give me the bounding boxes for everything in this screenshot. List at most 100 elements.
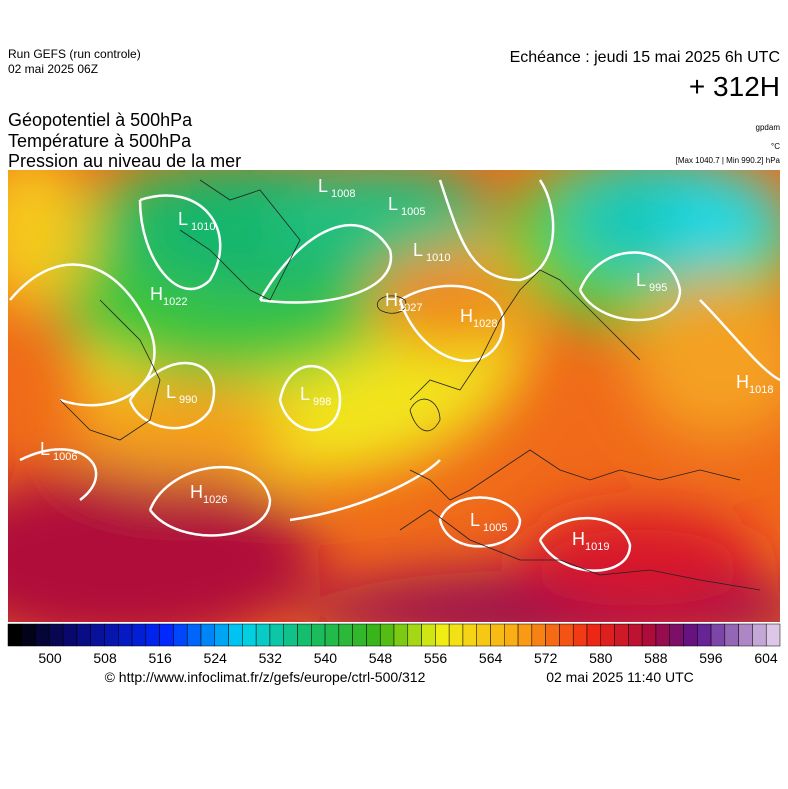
colorbar-swatch — [104, 623, 119, 647]
colorbar-swatch — [338, 623, 353, 647]
colorbar-swatch — [586, 623, 602, 647]
colorbar-tick-label: 572 — [534, 650, 558, 666]
colorbar-swatch — [683, 623, 698, 647]
colorbar-swatch — [531, 623, 546, 647]
colorbar-tick-label: 516 — [148, 650, 172, 666]
center-type: L — [300, 384, 310, 404]
colorbar-swatch — [214, 623, 229, 647]
center-type: L — [413, 240, 423, 260]
colorbar-swatch — [311, 623, 326, 647]
center-type: L — [318, 176, 328, 196]
footer-date: 02 mai 2025 11:40 UTC — [546, 669, 694, 685]
center-value: 1008 — [331, 188, 355, 200]
center-type: H — [385, 290, 398, 310]
colorbar-swatch — [752, 623, 767, 647]
colorbar-swatch — [600, 623, 615, 647]
coastlines — [59, 179, 761, 591]
center-type: H — [460, 306, 473, 326]
colorbar-swatch — [697, 623, 712, 647]
colorbar-tick-label: 500 — [38, 650, 62, 666]
unit-2: °C — [771, 142, 780, 151]
center-value: 1005 — [401, 206, 425, 218]
colorbar-swatch — [283, 623, 298, 647]
colorbar-swatch — [62, 623, 78, 647]
colorbar-swatch — [628, 623, 643, 647]
colorbar-swatch — [366, 623, 381, 647]
colorbar-swatch — [297, 623, 312, 647]
colorbar-swatch — [379, 623, 395, 647]
colorbar-swatch — [21, 623, 36, 647]
echeance: Echéance : jeudi 15 mai 2025 6h UTC — [510, 49, 780, 66]
colorbar-swatch — [269, 623, 284, 647]
footer-url: © http://www.infoclimat.fr/z/gefs/europe… — [105, 669, 426, 685]
center-type: L — [166, 382, 176, 402]
colorbar-tick-label: 596 — [699, 650, 723, 666]
center-type: H — [736, 372, 749, 392]
colorbar-swatch — [7, 623, 23, 647]
unit-1: gpdam — [756, 123, 781, 132]
colorbar-swatch — [724, 623, 739, 647]
center-value: 1026 — [203, 494, 227, 506]
center-value: 998 — [313, 396, 331, 408]
center-value: 1010 — [191, 221, 215, 233]
colorbar-tick-label: 532 — [259, 650, 283, 666]
center-value: 1027 — [398, 302, 422, 314]
center-value: 990 — [179, 394, 197, 406]
colorbar-swatch — [324, 623, 340, 647]
center-value: 1010 — [426, 252, 450, 264]
colorbar-swatch — [407, 623, 422, 647]
center-type: L — [178, 209, 188, 229]
center-value: 995 — [649, 282, 667, 294]
colorbar-swatch — [641, 623, 657, 647]
colorbar-swatch — [710, 623, 726, 647]
colorbar-swatch — [76, 623, 91, 647]
center-value: 1022 — [163, 296, 187, 308]
colorbar-swatch — [145, 623, 160, 647]
colorbar-tick-label: 604 — [754, 650, 778, 666]
colorbar-tick-label: 564 — [479, 650, 503, 666]
colorbar-swatch — [490, 623, 505, 647]
colorbar-swatch — [504, 623, 519, 647]
colorbar-swatch — [517, 623, 533, 647]
colorbar-tick-label: 580 — [589, 650, 613, 666]
title-3: Pression au niveau de la mer — [8, 151, 241, 171]
colorbar-tick-label: 524 — [204, 650, 228, 666]
run-date: 02 mai 2025 06Z — [8, 62, 98, 76]
colorbar-swatch — [765, 623, 781, 647]
title-2: Température à 500hPa — [8, 131, 192, 151]
colorbar-swatch — [49, 623, 64, 647]
run-label: Run GEFS (run controle) — [8, 47, 141, 61]
center-type: L — [470, 510, 480, 530]
center-type: L — [388, 194, 398, 214]
colorbar-swatch — [655, 623, 670, 647]
colorbar-swatch — [462, 623, 477, 647]
colorbar-swatch — [669, 623, 684, 647]
colorbar-swatch — [448, 623, 464, 647]
colorbar-swatch — [435, 623, 450, 647]
colorbar-tick-label: 548 — [369, 650, 393, 666]
colorbar-tick-label: 508 — [93, 650, 117, 666]
colorbar-swatch — [242, 623, 257, 647]
colorbar-swatch — [572, 623, 588, 647]
colorbar-tick-label: 540 — [314, 650, 338, 666]
colorbar-swatch — [393, 623, 409, 647]
center-type: H — [150, 284, 163, 304]
center-value: 1005 — [483, 522, 507, 534]
isobars — [9, 179, 780, 572]
center-value: 1006 — [53, 451, 77, 463]
colorbar-swatch — [173, 623, 188, 647]
center-type: H — [572, 529, 585, 549]
colorbar-swatch — [228, 623, 243, 647]
unit-3: [Max 1040.7 | Min 990.2] hPa — [676, 156, 781, 165]
colorbar-swatch — [118, 623, 133, 647]
colorbar-swatch — [421, 623, 436, 647]
colorbar-tick-label: 556 — [424, 650, 448, 666]
colorbar-swatch — [200, 623, 216, 647]
center-type: L — [40, 439, 50, 459]
colorbar-swatch — [35, 623, 50, 647]
center-type: L — [636, 270, 646, 290]
center-value: 1028 — [473, 318, 497, 330]
colorbar-swatch — [159, 623, 174, 647]
